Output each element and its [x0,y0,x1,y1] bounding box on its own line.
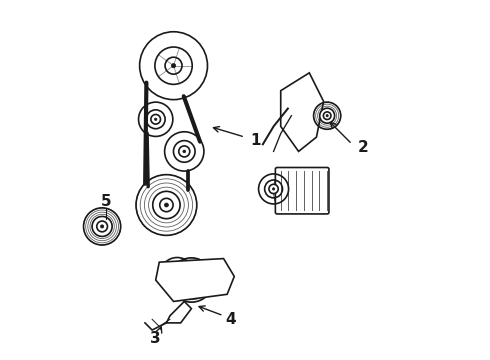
Circle shape [319,108,335,123]
Circle shape [176,273,178,276]
Text: 3: 3 [150,332,161,346]
Circle shape [100,225,104,228]
Circle shape [97,221,107,232]
Circle shape [323,112,331,120]
Circle shape [154,118,157,121]
Circle shape [92,216,112,237]
Polygon shape [156,258,234,301]
Circle shape [185,274,198,287]
Circle shape [179,267,204,293]
Text: 5: 5 [100,194,111,209]
Text: 2: 2 [358,140,368,156]
Circle shape [183,150,186,153]
Circle shape [326,114,328,117]
Circle shape [165,57,182,74]
FancyBboxPatch shape [275,167,329,214]
Circle shape [172,269,182,280]
Circle shape [269,184,278,194]
Text: 4: 4 [225,312,236,327]
Circle shape [151,114,161,124]
Circle shape [165,203,169,207]
Circle shape [172,64,176,68]
Text: 1: 1 [250,133,261,148]
Circle shape [179,146,190,157]
Circle shape [160,198,173,212]
Circle shape [190,278,194,282]
Circle shape [153,192,180,219]
Circle shape [272,188,275,190]
